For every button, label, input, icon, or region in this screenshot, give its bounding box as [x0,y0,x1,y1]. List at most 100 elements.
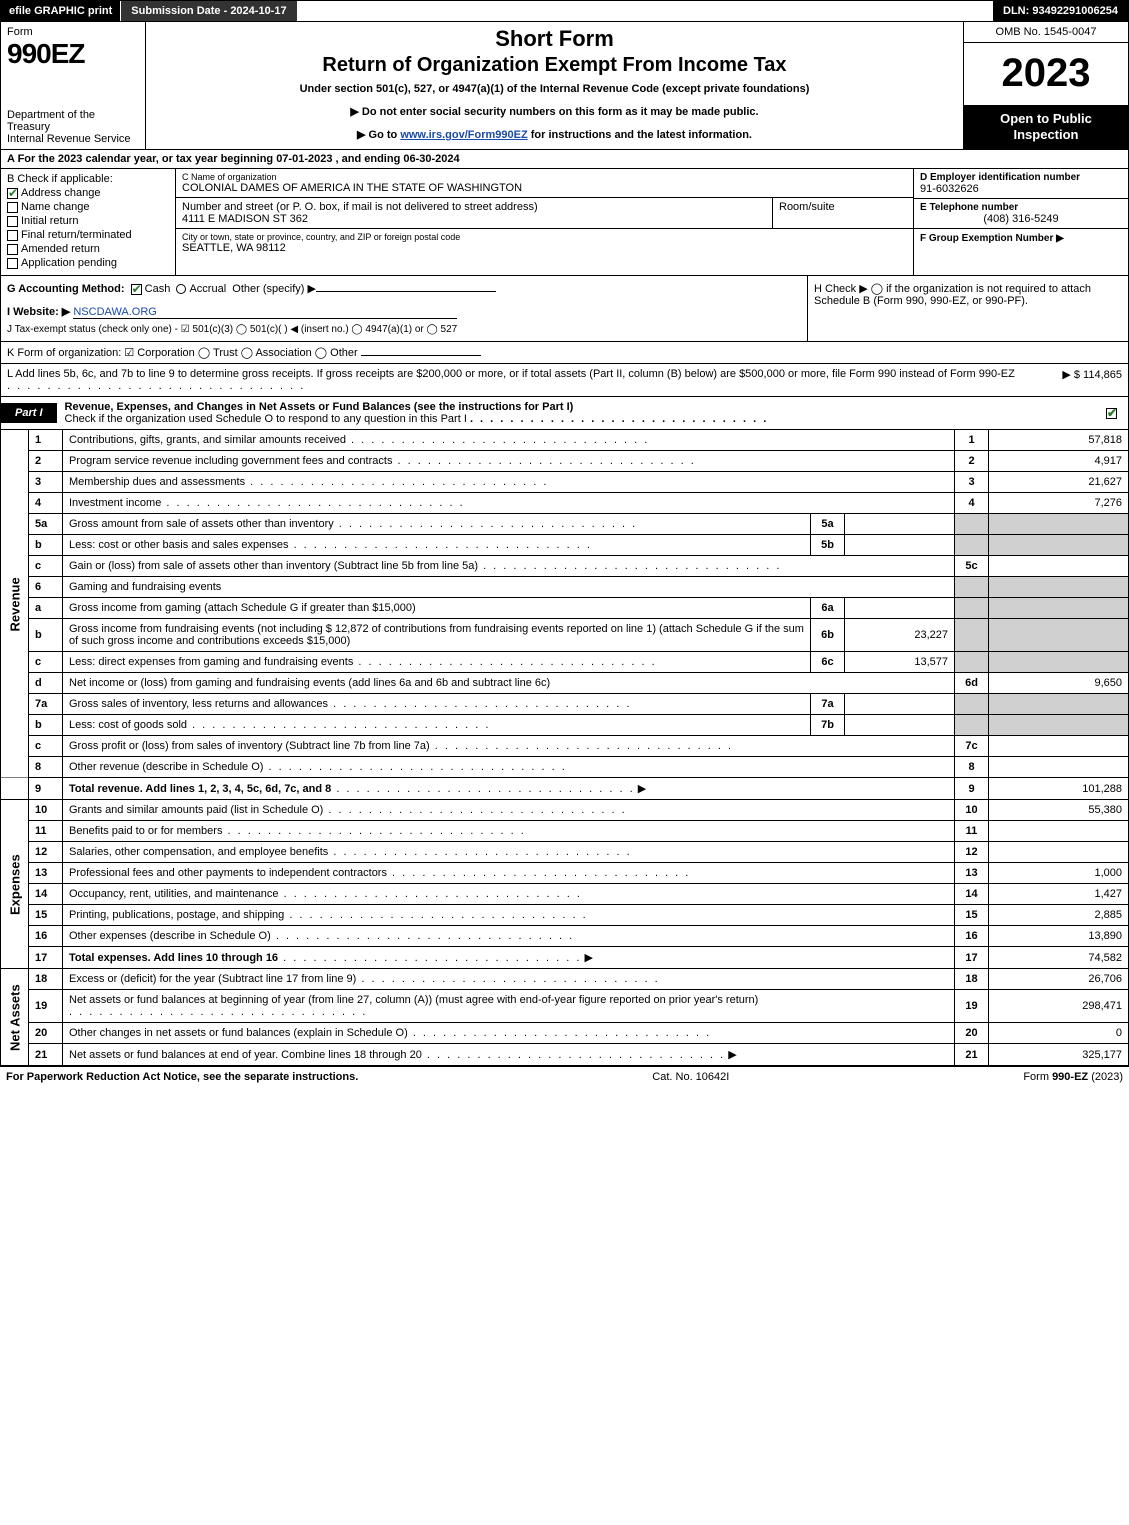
l19-amt: 298,471 [989,990,1129,1023]
part1-dots [470,413,768,425]
l6d-num: d [29,673,63,694]
check-amended-return[interactable] [7,244,18,255]
b-center: C Name of organization COLONIAL DAMES OF… [176,169,913,275]
l10-desc: Grants and similar amounts paid (list in… [69,804,323,816]
check-final-return-label: Final return/terminated [21,229,132,241]
g-other-input[interactable] [316,291,496,292]
l5b-sn: 5b [811,535,845,556]
l6a-rshade [955,598,989,619]
l9-desc: Total revenue. Add lines 1, 2, 3, 4, 5c,… [69,783,331,795]
g-label: G Accounting Method: [7,283,125,295]
part1-title-text: Revenue, Expenses, and Changes in Net As… [65,401,574,413]
note-goto-pre: ▶ Go to [357,129,400,141]
side-net-assets: Net Assets [1,969,29,1066]
check-name-change[interactable] [7,202,18,213]
side-blank1 [1,778,29,800]
l-amount: ▶ $ 114,865 [1062,368,1122,392]
g-i-j-column: G Accounting Method: Cash Accrual Other … [1,276,808,341]
submission-date: Submission Date - 2024-10-17 [121,1,296,21]
l6a-num: a [29,598,63,619]
l4-num: 4 [29,493,63,514]
side-revenue: Revenue [1,430,29,778]
l16-desc: Other expenses (describe in Schedule O) [69,930,271,942]
l11-rnum: 11 [955,821,989,842]
l6a-sn: 6a [811,598,845,619]
k-text: K Form of organization: ☑ Corporation ◯ … [7,347,358,359]
header-center: Short Form Return of Organization Exempt… [146,22,963,149]
address-cell: Number and street (or P. O. box, if mail… [176,198,773,228]
note-goto: ▶ Go to www.irs.gov/Form990EZ for instru… [357,128,752,141]
l7b-sn: 7b [811,715,845,736]
g-accrual: Accrual [189,283,226,295]
l5b-desc: Less: cost or other basis and sales expe… [69,539,289,551]
g-accrual-radio[interactable] [176,284,186,294]
l5b-ashade [989,535,1129,556]
l21-num: 21 [29,1044,63,1066]
check-initial-return[interactable] [7,216,18,227]
l6c-num: c [29,652,63,673]
l16-rnum: 16 [955,926,989,947]
l6-num: 6 [29,577,63,598]
l6-desc: Gaming and fundraising events [63,577,955,598]
l3-rnum: 3 [955,472,989,493]
l5c-desc: Gain or (loss) from sale of assets other… [69,560,478,572]
footer-center: Cat. No. 10642I [652,1071,729,1083]
l-dots [7,380,305,392]
l5b-num: b [29,535,63,556]
under-section: Under section 501(c), 527, or 4947(a)(1)… [300,83,810,95]
i-website: I Website: ▶ NSCDAWA.ORG [7,305,801,318]
l16-num: 16 [29,926,63,947]
g-cash-check[interactable] [131,284,142,295]
l6b-num: b [29,619,63,652]
header-left: Form 990EZ Department of the Treasury In… [1,22,146,149]
l7b-sv [845,715,955,736]
note-ssn: ▶ Do not enter social security numbers o… [350,105,758,118]
l13-rnum: 13 [955,863,989,884]
l18-rnum: 18 [955,969,989,990]
l-text: L Add lines 5b, 6c, and 7b to line 9 to … [7,368,1015,380]
org-name-cell: C Name of organization COLONIAL DAMES OF… [176,169,913,198]
l5b-rshade [955,535,989,556]
l11-desc: Benefits paid to or for members [69,825,222,837]
l6d-desc: Net income or (loss) from gaming and fun… [69,677,550,689]
form-code: 990EZ [7,38,139,70]
l7b-num: b [29,715,63,736]
l15-amt: 2,885 [989,905,1129,926]
section-g-h: G Accounting Method: Cash Accrual Other … [0,276,1129,342]
l13-num: 13 [29,863,63,884]
l6c-rshade [955,652,989,673]
irs-link[interactable]: www.irs.gov/Form990EZ [400,129,527,141]
footer: For Paperwork Reduction Act Notice, see … [0,1066,1129,1087]
l7b-desc: Less: cost of goods sold [69,719,187,731]
l21-desc: Net assets or fund balances at end of ye… [69,1049,422,1061]
l17-rnum: 17 [955,947,989,969]
d-value: 91-6032626 [920,183,1122,195]
topbar-spacer [297,1,993,21]
i-value[interactable]: NSCDAWA.ORG [73,306,457,319]
efile-print-button[interactable]: efile GRAPHIC print [1,1,121,21]
addr-label: Number and street (or P. O. box, if mail… [182,201,766,213]
l15-desc: Printing, publications, postage, and shi… [69,909,284,921]
l10-num: 10 [29,800,63,821]
phone-cell: E Telephone number (408) 316-5249 [914,199,1128,229]
l20-amt: 0 [989,1023,1129,1044]
part1-schedule-o-check[interactable] [1106,408,1117,419]
note-goto-post: for instructions and the latest informat… [528,129,752,141]
check-final-return[interactable] [7,230,18,241]
l5b-sv [845,535,955,556]
check-address-change[interactable] [7,188,18,199]
dln: DLN: 93492291006254 [993,1,1128,21]
check-application-pending[interactable] [7,258,18,269]
header-right: OMB No. 1545-0047 2023 Open to Public In… [963,22,1128,149]
tax-year: 2023 [964,43,1128,105]
k-other-input[interactable] [361,355,481,356]
f-label: F Group Exemption Number ▶ [920,233,1064,244]
form-word: Form [7,26,139,38]
l8-amt [989,757,1129,778]
omb-number: OMB No. 1545-0047 [964,22,1128,43]
l11-amt [989,821,1129,842]
section-b-through-f: B Check if applicable: Address change Na… [0,169,1129,276]
l2-desc: Program service revenue including govern… [69,455,392,467]
l2-rnum: 2 [955,451,989,472]
l14-amt: 1,427 [989,884,1129,905]
